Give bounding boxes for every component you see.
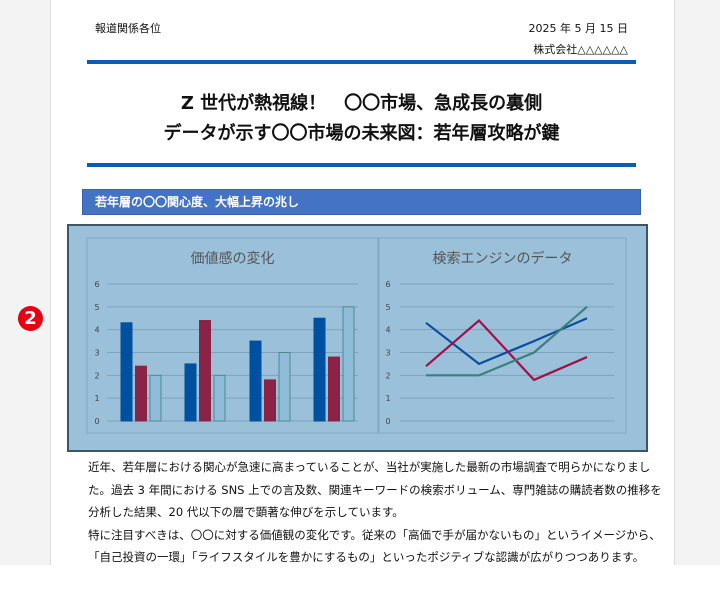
header-rule (87, 60, 636, 64)
y-tick-label: 0 (385, 417, 390, 426)
section-heading: 若年層の〇〇関心度、大幅上昇の兆し (82, 189, 641, 215)
chart-title: 検索エンジンのデータ (433, 250, 573, 267)
company: 株式会社△△△△△△ (533, 43, 628, 56)
bar (264, 379, 276, 422)
y-tick-label: 4 (94, 326, 99, 335)
y-tick-label: 5 (94, 303, 99, 312)
body-text: 近年、若年層における関心が急速に高まっていることが、当社が実施した最新の市場調査… (88, 456, 662, 569)
bar (199, 320, 211, 422)
chart-title: 価値感の変化 (191, 250, 275, 267)
y-tick-label: 1 (385, 394, 390, 403)
y-tick-label: 1 (94, 394, 99, 403)
chart-panel (86, 237, 379, 434)
bar (313, 317, 326, 422)
y-tick-label: 4 (385, 326, 390, 335)
bar (120, 322, 133, 422)
body-line: 特に注目すべきは、〇〇に対する価値観の変化です。従来の「高価で手が届かないもの」… (88, 527, 661, 542)
body-line: 近年、若年層における関心が急速に高まっていることが、当社が実施した最新の市場調査… (88, 460, 651, 474)
recipient: 報道関係各位 (95, 22, 161, 35)
body-line: 「自己投資の一環」「ライフスタイルを豊かにするもの」といったポジティブな認識が広… (88, 550, 645, 564)
title-rule (87, 163, 636, 167)
date: 2025 年 5 月 15 日 (528, 22, 628, 35)
y-tick-label: 2 (385, 371, 390, 380)
y-tick-label: 5 (385, 303, 390, 312)
bar (149, 374, 162, 422)
charts-svg: 価値感の変化 0 1 2 3 4 5 6 検索エンジンのデータ 0 1 2 3 4 5 6 (86, 237, 627, 434)
y-tick-label: 3 (385, 349, 390, 358)
series-line (425, 317, 588, 366)
bar (135, 365, 147, 422)
chart-panel (378, 237, 627, 434)
title-line-1: Z 世代が熱視線！ 〇〇市場、急成長の裏側 (180, 93, 543, 114)
bar (342, 306, 355, 422)
body-line: た。過去 3 年間における SNS 上での言及数、関連キーワードの検索ボリューム… (88, 482, 662, 497)
series-line (425, 319, 588, 382)
bar (278, 352, 291, 422)
bar (328, 356, 340, 422)
bar (213, 374, 226, 422)
chart-container: 価値感の変化 0 1 2 3 4 5 6 検索エンジンのデータ 0 1 2 3 4 5 6 (67, 224, 648, 452)
y-tick-label: 6 (385, 280, 390, 289)
y-tick-label: 6 (94, 280, 99, 289)
y-tick-label: 3 (94, 349, 99, 358)
bar (249, 340, 262, 422)
series-line (426, 306, 588, 377)
body-line: 分析した結果、20 代以下の層で顕著な伸びを示しています。 (88, 505, 404, 519)
y-tick-label: 2 (94, 371, 99, 380)
title-line-2: データが示す〇〇市場の未来図：若年層攻略が鍵 (163, 123, 560, 144)
step-badge: 2 (18, 306, 43, 331)
y-tick-label: 0 (94, 417, 99, 426)
bar (184, 363, 197, 422)
